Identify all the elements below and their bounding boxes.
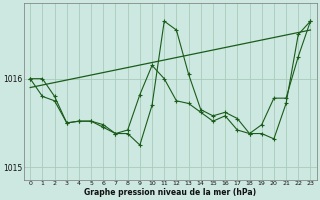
X-axis label: Graphe pression niveau de la mer (hPa): Graphe pression niveau de la mer (hPa) (84, 188, 256, 197)
